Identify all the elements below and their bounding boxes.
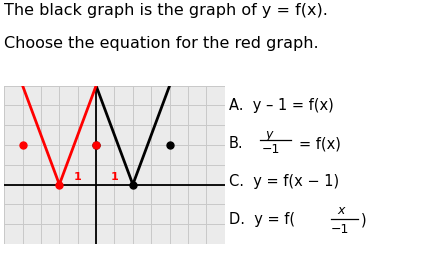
Text: −1: −1 (262, 142, 280, 155)
Text: = f(x): = f(x) (299, 136, 341, 151)
Text: ): ) (361, 211, 367, 226)
Text: The black graph is the graph of y = f(x).: The black graph is the graph of y = f(x)… (4, 3, 328, 18)
Text: 1: 1 (111, 171, 118, 181)
Text: y: y (266, 128, 273, 141)
Text: B.: B. (229, 136, 243, 151)
Text: −1: −1 (331, 222, 349, 235)
Text: Choose the equation for the red graph.: Choose the equation for the red graph. (4, 36, 319, 51)
Text: 1: 1 (74, 171, 81, 181)
Text: x: x (337, 203, 344, 216)
Text: D.  y = f(: D. y = f( (229, 211, 295, 226)
Text: A.  y – 1 = f(x): A. y – 1 = f(x) (229, 98, 333, 113)
Text: C.  y = f(x − 1): C. y = f(x − 1) (229, 173, 339, 188)
